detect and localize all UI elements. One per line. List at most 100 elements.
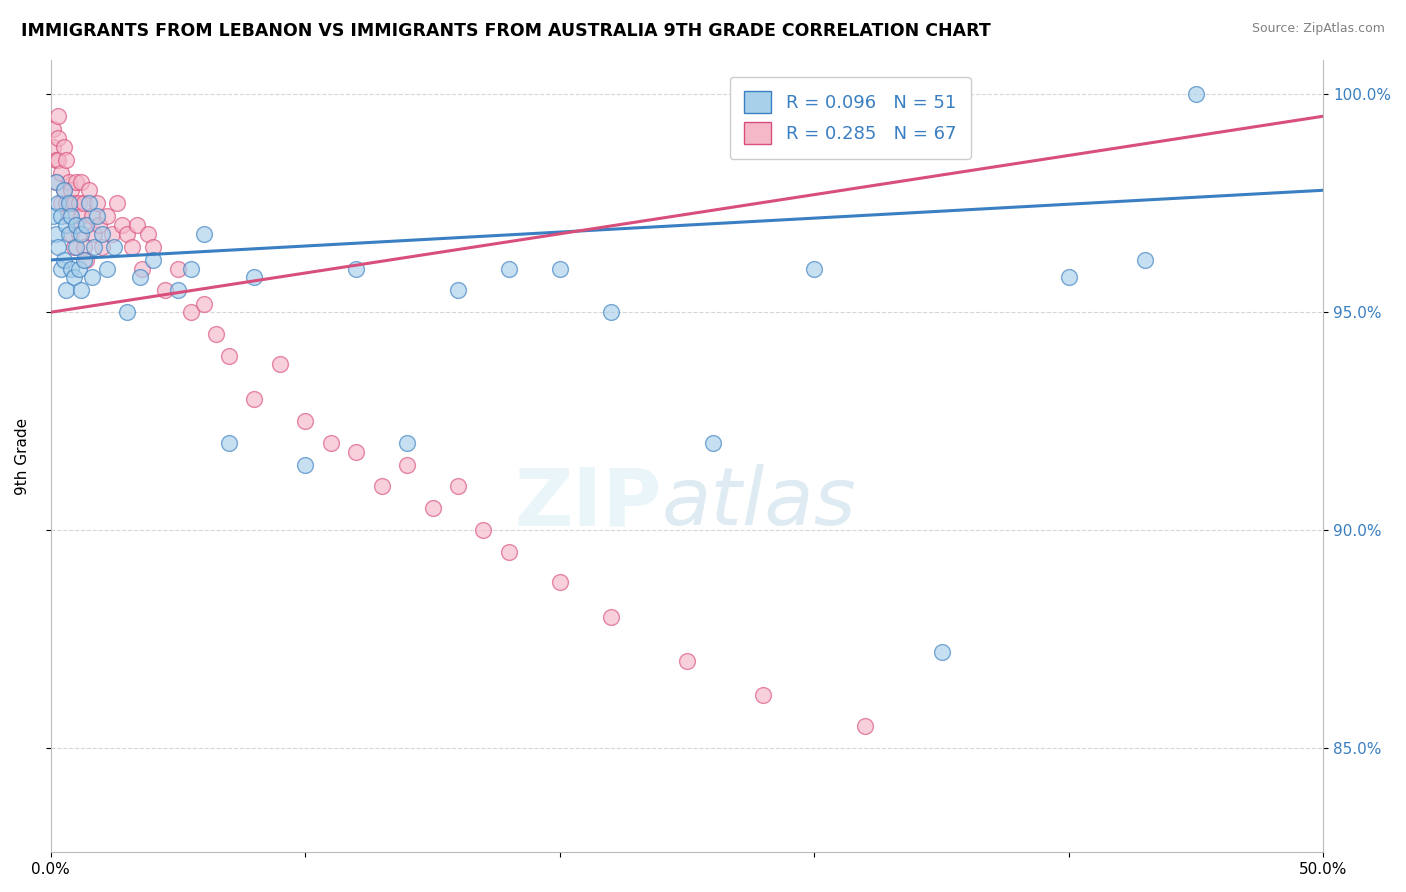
Point — [58, 210, 80, 224]
Point — [269, 358, 291, 372]
Point — [752, 689, 775, 703]
Point — [55, 284, 77, 298]
Point — [48, 153, 70, 167]
Point — [218, 435, 240, 450]
Point — [422, 501, 444, 516]
Point — [121, 240, 143, 254]
Point — [83, 227, 105, 241]
Point — [60, 210, 83, 224]
Point — [65, 240, 87, 254]
Point — [931, 645, 953, 659]
Point — [45, 153, 67, 167]
Point — [396, 435, 419, 450]
Point — [396, 458, 419, 472]
Point — [103, 240, 125, 254]
Point — [86, 196, 108, 211]
Point — [45, 175, 67, 189]
Point — [96, 261, 118, 276]
Point — [49, 210, 72, 224]
Point — [1133, 252, 1156, 267]
Point — [49, 166, 72, 180]
Point — [101, 227, 124, 241]
Point — [73, 240, 96, 254]
Point — [127, 218, 149, 232]
Point — [167, 284, 190, 298]
Point — [155, 284, 177, 298]
Point — [498, 261, 520, 276]
Point — [243, 392, 266, 407]
Point — [115, 305, 138, 319]
Point — [62, 196, 84, 211]
Point — [77, 183, 100, 197]
Point — [55, 218, 77, 232]
Point — [49, 261, 72, 276]
Point — [111, 218, 134, 232]
Point — [702, 435, 724, 450]
Point — [344, 261, 367, 276]
Point — [142, 240, 165, 254]
Point — [65, 218, 87, 232]
Point — [599, 610, 621, 624]
Point — [60, 261, 83, 276]
Point — [218, 349, 240, 363]
Text: IMMIGRANTS FROM LEBANON VS IMMIGRANTS FROM AUSTRALIA 9TH GRADE CORRELATION CHART: IMMIGRANTS FROM LEBANON VS IMMIGRANTS FR… — [21, 22, 991, 40]
Point — [80, 270, 103, 285]
Point — [45, 175, 67, 189]
Point — [129, 270, 152, 285]
Point — [75, 218, 97, 232]
Point — [131, 261, 153, 276]
Point — [52, 139, 75, 153]
Point — [75, 218, 97, 232]
Point — [45, 227, 67, 241]
Point — [48, 109, 70, 123]
Point — [52, 183, 75, 197]
Point — [599, 305, 621, 319]
Point — [60, 183, 83, 197]
Text: Source: ZipAtlas.com: Source: ZipAtlas.com — [1251, 22, 1385, 36]
Point — [70, 175, 93, 189]
Point — [803, 261, 825, 276]
Point — [48, 196, 70, 211]
Point — [83, 240, 105, 254]
Point — [42, 210, 65, 224]
Point — [48, 240, 70, 254]
Point — [447, 284, 470, 298]
Point — [52, 252, 75, 267]
Point — [90, 240, 112, 254]
Point — [70, 284, 93, 298]
Point — [142, 252, 165, 267]
Point — [65, 175, 87, 189]
Text: atlas: atlas — [662, 465, 856, 542]
Point — [193, 296, 215, 310]
Point — [319, 435, 342, 450]
Point — [42, 122, 65, 136]
Point — [853, 719, 876, 733]
Point — [62, 240, 84, 254]
Point — [167, 261, 190, 276]
Point — [105, 196, 128, 211]
Point — [67, 196, 90, 211]
Point — [55, 153, 77, 167]
Point — [472, 523, 495, 537]
Point — [1057, 270, 1080, 285]
Point — [205, 326, 228, 341]
Point — [180, 261, 202, 276]
Point — [498, 545, 520, 559]
Point — [370, 479, 392, 493]
Point — [55, 196, 77, 211]
Point — [52, 183, 75, 197]
Point — [77, 196, 100, 211]
Y-axis label: 9th Grade: 9th Grade — [15, 417, 30, 494]
Legend: R = 0.096   N = 51, R = 0.285   N = 67: R = 0.096 N = 51, R = 0.285 N = 67 — [730, 77, 970, 159]
Point — [49, 196, 72, 211]
Point — [193, 227, 215, 241]
Point — [447, 479, 470, 493]
Point — [90, 227, 112, 241]
Point — [344, 444, 367, 458]
Point — [96, 210, 118, 224]
Point — [58, 196, 80, 211]
Point — [58, 227, 80, 241]
Point — [548, 575, 571, 590]
Point — [62, 270, 84, 285]
Point — [65, 218, 87, 232]
